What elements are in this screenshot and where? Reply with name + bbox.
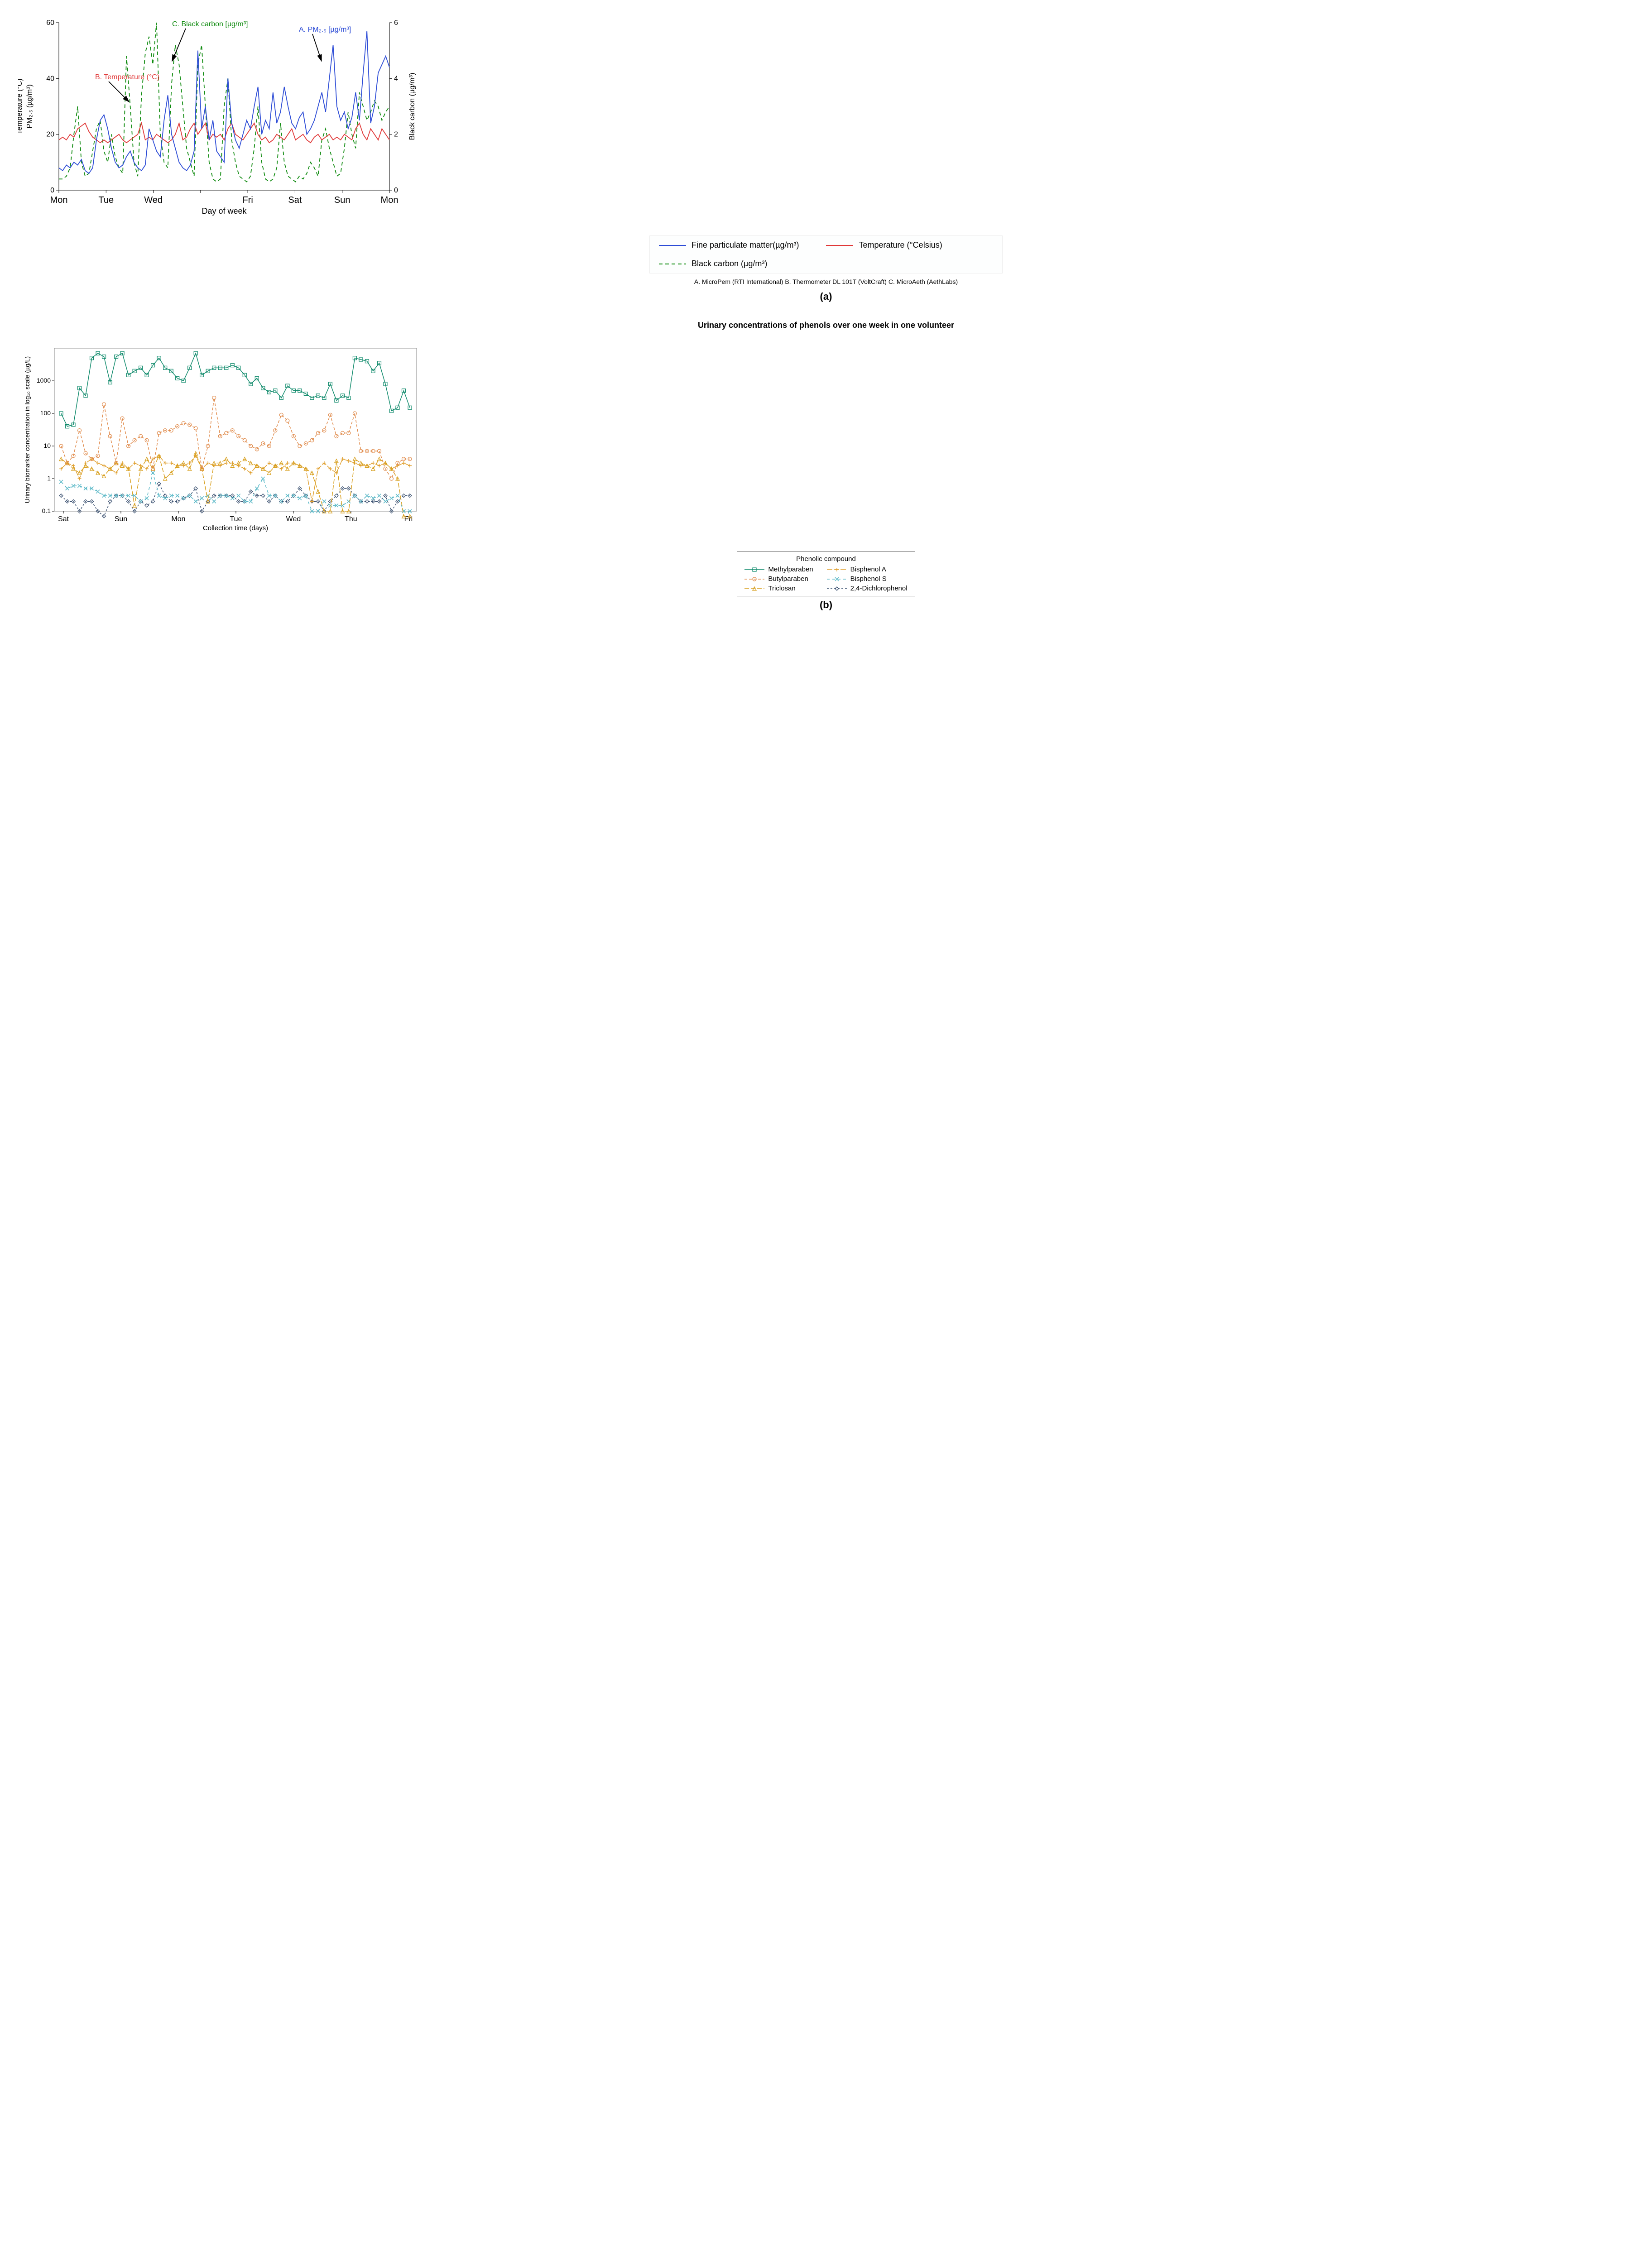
svg-text:1: 1 <box>47 475 51 482</box>
svg-text:10: 10 <box>43 442 51 449</box>
panel-label-b: (b) <box>18 599 1634 611</box>
chart-a-wrap: 0 20 40 60 0 2 4 6 Mon Tue Wed Fri Sat Sun Mon Day of w… <box>18 14 1634 302</box>
svg-text:Thu: Thu <box>345 515 357 523</box>
chart-b-title: Urinary concentrations of phenols over o… <box>18 321 1634 330</box>
svg-text:1000: 1000 <box>37 377 51 384</box>
svg-text:0.1: 0.1 <box>42 507 51 514</box>
svg-text:Fri: Fri <box>242 195 253 205</box>
svg-text:Tue: Tue <box>230 515 242 523</box>
svg-text:6: 6 <box>394 19 398 27</box>
instruments-note: A. MicroPem (RTI International) B. Therm… <box>18 278 1634 285</box>
svg-text:20: 20 <box>46 131 54 139</box>
svg-text:60: 60 <box>46 19 54 27</box>
svg-text:Collection time (days): Collection time (days) <box>203 524 268 532</box>
svg-text:Sun: Sun <box>334 195 351 205</box>
svg-text:Mon: Mon <box>381 195 399 205</box>
panel-label-a: (a) <box>18 291 1634 302</box>
svg-text:Tue: Tue <box>98 195 114 205</box>
svg-text:0: 0 <box>394 187 398 194</box>
svg-text:Sat: Sat <box>288 195 302 205</box>
chart-b-wrap: Urinary concentrations of phenols over o… <box>18 321 1634 611</box>
svg-text:Mon: Mon <box>50 195 68 205</box>
chart-a: 0 20 40 60 0 2 4 6 Mon Tue Wed Fri Sat Sun Mon Day of w… <box>18 14 1634 231</box>
svg-text:100: 100 <box>40 409 51 417</box>
svg-text:Sun: Sun <box>115 515 127 523</box>
chart-b: 0.11101001000SatSunMonTueWedThuFriCollec… <box>18 335 1634 543</box>
svg-text:Sat: Sat <box>58 515 69 523</box>
svg-text:2: 2 <box>394 131 398 139</box>
svg-text:Wed: Wed <box>286 515 301 523</box>
chart-b-svg: 0.11101001000SatSunMonTueWedThuFriCollec… <box>18 335 435 543</box>
svg-text:Wed: Wed <box>144 195 163 205</box>
chart-a-legend: Fine particulate matter(µg/m³)Temperatur… <box>649 235 1003 273</box>
svg-text:Temperature (°C): Temperature (°C) <box>18 79 24 134</box>
svg-text:4: 4 <box>394 75 398 82</box>
chart-a-svg: 0 20 40 60 0 2 4 6 Mon Tue Wed Fri Sat Sun Mon Day of w… <box>18 14 426 231</box>
svg-text:40: 40 <box>46 75 54 82</box>
svg-text:Black carbon (µg/m³): Black carbon (µg/m³) <box>408 73 416 140</box>
svg-text:A. PM₂.₅ [µg/m³]: A. PM₂.₅ [µg/m³] <box>299 26 351 34</box>
svg-text:PM₂.₅ (µg/m³): PM₂.₅ (µg/m³) <box>26 84 34 128</box>
svg-text:Day of week: Day of week <box>202 206 247 216</box>
svg-text:Urinary biomarker concentratio: Urinary biomarker concentration in log₁₀… <box>24 356 31 503</box>
svg-text:Mon: Mon <box>171 515 185 523</box>
chart-b-legend-wrap: Phenolic compoundMethylparabenBisphenol … <box>18 547 1634 596</box>
svg-text:B. Temperature (°C): B. Temperature (°C) <box>95 73 159 81</box>
svg-text:0: 0 <box>50 187 54 194</box>
svg-text:C. Black carbon [µg/m³]: C. Black carbon [µg/m³] <box>172 20 248 28</box>
